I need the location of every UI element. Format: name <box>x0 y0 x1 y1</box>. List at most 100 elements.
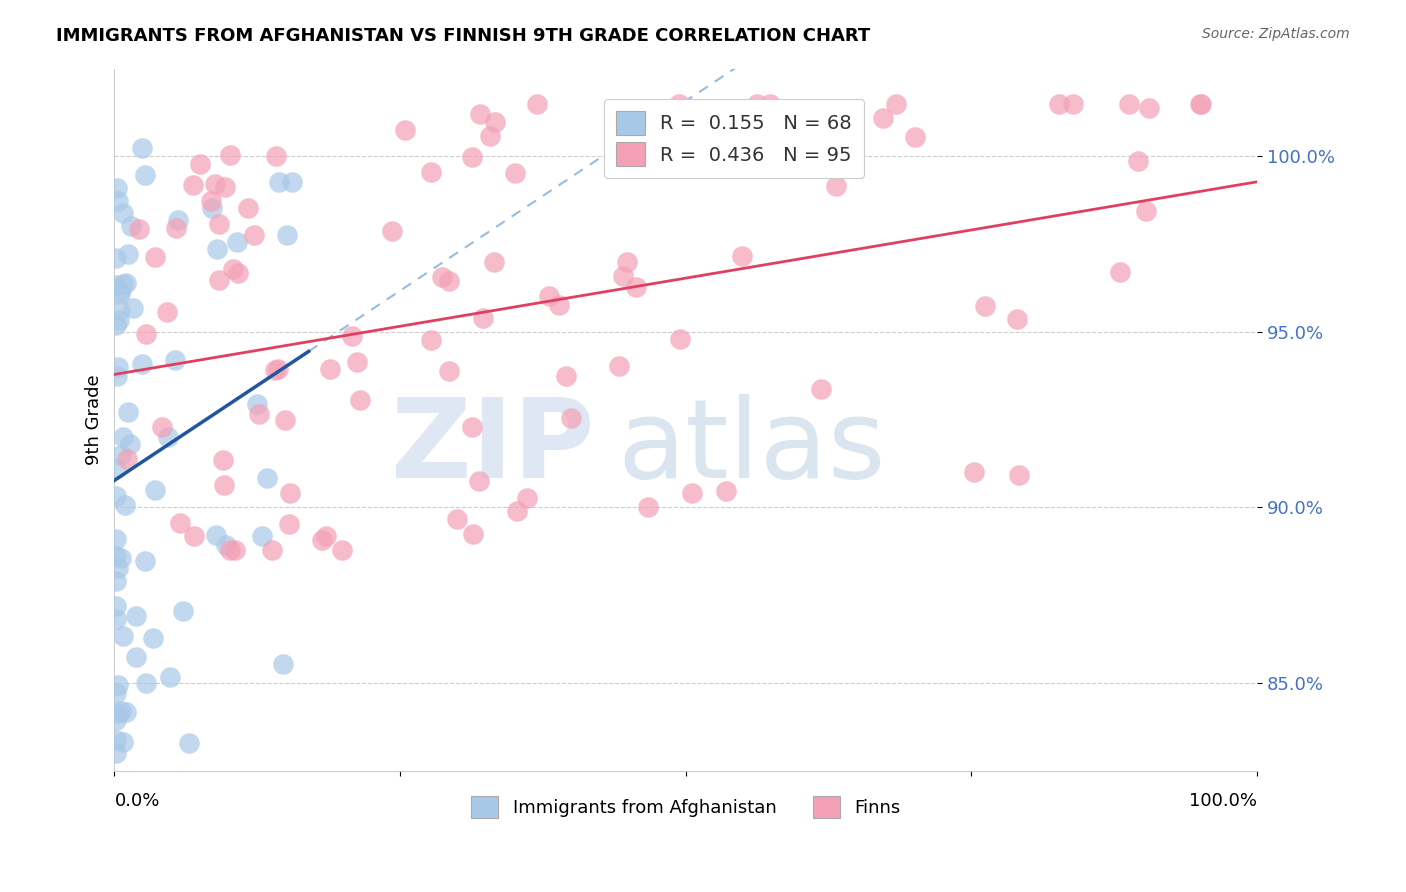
Point <box>110 704 132 718</box>
Point <box>264 362 287 376</box>
Point <box>318 361 340 376</box>
Point <box>825 178 848 193</box>
Point <box>1126 154 1149 169</box>
Point <box>110 448 132 462</box>
Point <box>104 318 127 332</box>
Point <box>181 178 204 192</box>
Point <box>108 284 131 298</box>
Point <box>1108 265 1130 279</box>
Point <box>267 175 290 189</box>
Point <box>810 383 832 397</box>
Point <box>104 574 127 588</box>
Point <box>112 206 135 220</box>
Legend: Immigrants from Afghanistan, Finns: Immigrants from Afghanistan, Finns <box>464 789 907 825</box>
Point <box>177 736 200 750</box>
Point <box>208 273 231 287</box>
Point <box>243 227 266 242</box>
Point <box>1047 96 1070 111</box>
Point <box>107 678 129 692</box>
Point <box>143 483 166 498</box>
Text: IMMIGRANTS FROM AFGHANISTAN VS FINNISH 9TH GRADE CORRELATION CHART: IMMIGRANTS FROM AFGHANISTAN VS FINNISH 9… <box>56 27 870 45</box>
Point <box>105 713 128 727</box>
Point <box>105 549 128 563</box>
Point <box>349 393 371 408</box>
Point <box>267 362 290 376</box>
Point <box>758 96 780 111</box>
Point <box>607 359 630 374</box>
Point <box>548 297 571 311</box>
Point <box>250 529 273 543</box>
Point <box>110 551 132 566</box>
Point <box>221 261 243 276</box>
Point <box>274 413 297 427</box>
Point <box>538 289 561 303</box>
Point <box>166 213 188 227</box>
Point <box>238 201 260 215</box>
Point <box>714 483 737 498</box>
Point <box>190 157 212 171</box>
Point <box>280 485 302 500</box>
Point <box>172 604 194 618</box>
Point <box>107 706 129 720</box>
Point <box>107 560 129 574</box>
Point <box>246 397 269 411</box>
Point <box>104 746 127 760</box>
Point <box>214 180 236 194</box>
Point <box>515 491 537 505</box>
Point <box>731 249 754 263</box>
Point <box>1137 101 1160 115</box>
Point <box>681 485 703 500</box>
Point <box>118 437 141 451</box>
Point <box>273 657 295 671</box>
Text: Source: ZipAtlas.com: Source: ZipAtlas.com <box>1202 27 1350 41</box>
Point <box>224 542 246 557</box>
Point <box>437 274 460 288</box>
Point <box>159 669 181 683</box>
Point <box>219 148 242 162</box>
Point <box>201 201 224 215</box>
Point <box>131 141 153 155</box>
Point <box>111 277 134 291</box>
Point <box>125 608 148 623</box>
Point <box>461 420 484 434</box>
Point <box>200 194 222 208</box>
Point <box>125 649 148 664</box>
Point <box>207 217 229 231</box>
Point <box>281 175 304 189</box>
Point <box>624 280 647 294</box>
Point <box>114 499 136 513</box>
Point <box>872 111 894 125</box>
Point <box>105 369 128 384</box>
Point <box>419 333 441 347</box>
Point <box>104 532 127 546</box>
Point <box>104 490 127 504</box>
Point <box>117 405 139 419</box>
Point <box>205 242 228 256</box>
Point <box>157 429 180 443</box>
Point <box>505 166 527 180</box>
Point <box>169 516 191 531</box>
Point <box>204 177 226 191</box>
Point <box>884 96 907 111</box>
Point <box>212 478 235 492</box>
Point <box>105 180 128 194</box>
Point <box>1008 468 1031 483</box>
Point <box>256 470 278 484</box>
Point <box>482 255 505 269</box>
Point <box>135 676 157 690</box>
Point <box>131 357 153 371</box>
Point <box>105 686 128 700</box>
Point <box>1118 96 1140 111</box>
Point <box>150 420 173 434</box>
Point <box>612 268 634 283</box>
Point <box>973 299 995 313</box>
Point <box>1188 96 1211 111</box>
Point <box>381 225 404 239</box>
Point <box>463 527 485 541</box>
Point <box>278 517 301 532</box>
Point <box>506 504 529 518</box>
Point <box>394 123 416 137</box>
Point <box>264 149 287 163</box>
Point <box>260 542 283 557</box>
Point <box>460 150 482 164</box>
